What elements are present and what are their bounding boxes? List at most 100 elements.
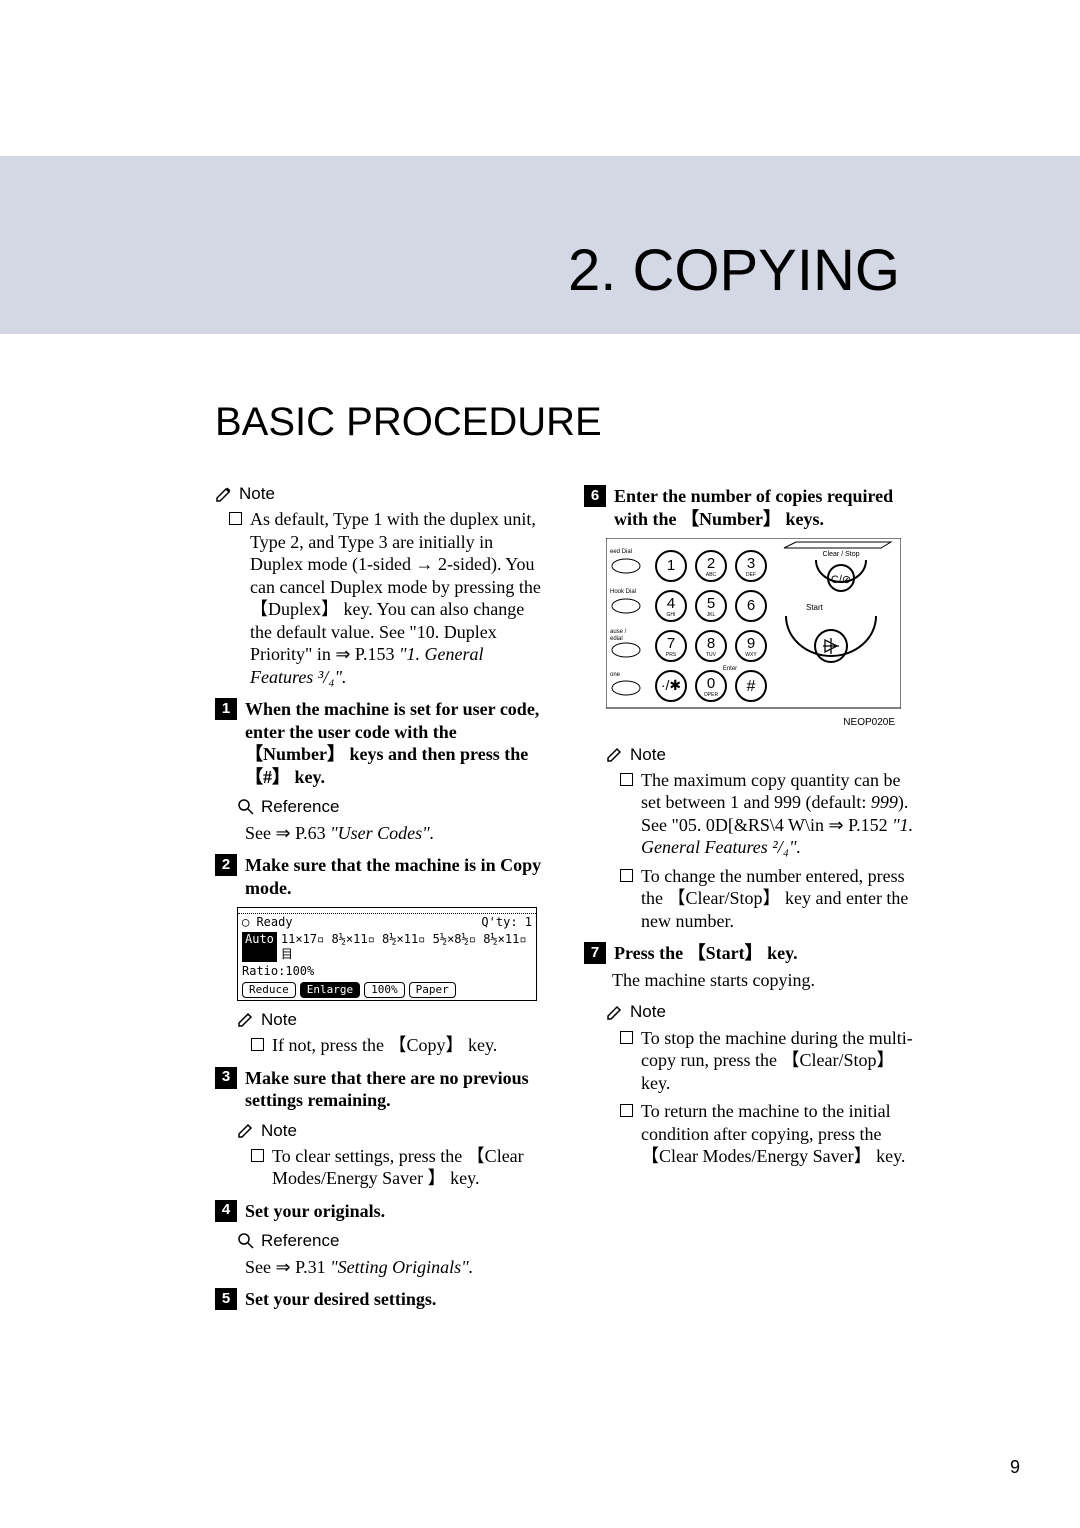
bullet-icon xyxy=(620,1104,633,1117)
bullet-text: To change the number entered, press the … xyxy=(641,865,915,933)
step-number-icon: 4 xyxy=(215,1200,237,1222)
reduce-button: Reduce xyxy=(242,982,296,998)
bullet-icon xyxy=(251,1038,264,1051)
reference-body: See ⇒ P.31 "Setting Originals". xyxy=(245,1256,546,1279)
note-label: Note xyxy=(261,1120,297,1141)
display-ready: ◯ Ready xyxy=(242,915,293,930)
svg-text:Enter: Enter xyxy=(723,666,737,672)
step-1: 1 When the machine is set for user code,… xyxy=(215,698,546,788)
step-7: 7 Press the 【Start】 key. xyxy=(584,942,915,965)
section-heading: BASIC PROCEDURE xyxy=(215,400,915,445)
bullet-text: To return the machine to the initial con… xyxy=(641,1100,915,1168)
note-label: Note xyxy=(261,1009,297,1030)
svg-text:2: 2 xyxy=(707,555,715,572)
display-qty: Q'ty: 1 xyxy=(481,915,532,930)
svg-text:PRS: PRS xyxy=(666,652,677,658)
svg-text:ause /: ause / xyxy=(610,629,627,635)
step-text: Make sure that the machine is in Copy mo… xyxy=(245,854,546,899)
svg-text:Start: Start xyxy=(806,603,824,612)
bullet-icon xyxy=(620,1031,633,1044)
note-bullet: If not, press the 【Copy】 key. xyxy=(251,1034,546,1057)
svg-text:Clear / Stop: Clear / Stop xyxy=(823,551,860,558)
reference-body: See ⇒ P.63 "User Codes". xyxy=(245,822,546,845)
note-bullet: The maximum copy quantity can be set bet… xyxy=(620,769,915,859)
svg-text:one: one xyxy=(610,672,621,678)
bullet-text: The maximum copy quantity can be set bet… xyxy=(641,769,915,859)
step-text: Enter the number of copies required with… xyxy=(614,485,915,530)
bullet-icon xyxy=(229,512,242,525)
note-bullet: To change the number entered, press the … xyxy=(620,865,915,933)
step-4: 4 Set your originals. xyxy=(215,1200,546,1223)
bullet-text: As default, Type 1 with the duplex unit,… xyxy=(250,508,546,688)
svg-text:6: 6 xyxy=(747,597,755,614)
svg-text:Hook Dial: Hook Dial xyxy=(610,589,636,595)
svg-text:GHI: GHI xyxy=(667,612,676,618)
svg-text:TUV: TUV xyxy=(706,652,717,658)
step-number-icon: 3 xyxy=(215,1067,237,1089)
bullet-text: To stop the machine during the multi-cop… xyxy=(641,1027,915,1095)
magnifier-icon xyxy=(237,798,255,816)
right-column: 6 Enter the number of copies required wi… xyxy=(584,475,915,1315)
100pct-button: 100% xyxy=(364,982,405,998)
svg-text:#: # xyxy=(747,678,756,695)
svg-text:DEF: DEF xyxy=(746,572,756,578)
note-heading: Note xyxy=(606,744,915,765)
svg-text:3: 3 xyxy=(747,555,755,572)
step-text: Set your originals. xyxy=(245,1200,546,1223)
pencil-icon xyxy=(606,1003,624,1021)
svg-text:1: 1 xyxy=(667,557,675,574)
note-heading: Note xyxy=(215,483,546,504)
step-text: When the machine is set for user code, e… xyxy=(245,698,546,788)
step-3: 3 Make sure that there are no previous s… xyxy=(215,1067,546,1112)
svg-text:0: 0 xyxy=(707,675,715,692)
step-2: 2 Make sure that the machine is in Copy … xyxy=(215,854,546,899)
svg-text:edial: edial xyxy=(610,636,623,642)
bullet-text: If not, press the 【Copy】 key. xyxy=(272,1034,546,1057)
step-number-icon: 1 xyxy=(215,698,237,720)
step-text: Press the 【Start】 key. xyxy=(614,942,915,965)
note-label: Note xyxy=(239,483,275,504)
svg-text:·/✱: ·/✱ xyxy=(661,677,681,693)
chapter-title: 2. COPYING xyxy=(568,237,900,304)
pencil-icon xyxy=(215,485,233,503)
page-number: 9 xyxy=(1010,1457,1020,1478)
svg-text:OPER: OPER xyxy=(704,692,719,698)
auto-chip: Auto xyxy=(242,932,277,962)
magnifier-icon xyxy=(237,1232,255,1250)
page-content: BASIC PROCEDURE Note As default, Type 1 … xyxy=(215,400,915,1315)
speed-dial-label: eed Dial xyxy=(610,549,632,555)
step-5: 5 Set your desired settings. xyxy=(215,1288,546,1311)
reference-heading: Reference xyxy=(237,796,546,817)
svg-text:4: 4 xyxy=(667,595,675,612)
figure-id: NEOP020E xyxy=(606,717,901,730)
bullet-text: To clear settings, press the 【Clear Mode… xyxy=(272,1145,546,1190)
note-heading: Note xyxy=(237,1009,546,1030)
display-ratio: Ratio:100% xyxy=(238,963,536,980)
step-6: 6 Enter the number of copies required wi… xyxy=(584,485,915,530)
note-bullet: As default, Type 1 with the duplex unit,… xyxy=(229,508,546,688)
note-heading: Note xyxy=(237,1120,546,1141)
step-text: Make sure that there are no previous set… xyxy=(245,1067,546,1112)
step-number-icon: 5 xyxy=(215,1288,237,1310)
bullet-icon xyxy=(620,869,633,882)
bullet-icon xyxy=(620,773,633,786)
step-number-icon: 7 xyxy=(584,942,606,964)
note-label: Note xyxy=(630,744,666,765)
reference-heading: Reference xyxy=(237,1230,546,1251)
note-bullet: To stop the machine during the multi-cop… xyxy=(620,1027,915,1095)
note-label: Note xyxy=(630,1001,666,1022)
pencil-icon xyxy=(237,1010,255,1028)
step-subtext: The machine starts copying. xyxy=(612,969,915,992)
svg-text:9: 9 xyxy=(747,635,755,652)
bullet-icon xyxy=(251,1149,264,1162)
display-auto-row: Auto 11×17▫ 8½×11▫ 8½×11▫ 5½×8½▫ 8½×11▫ … xyxy=(238,931,536,963)
keypad-figure: eed Dial Hook Dial ause / edial one xyxy=(606,538,901,713)
pencil-icon xyxy=(237,1121,255,1139)
note-bullet: To return the machine to the initial con… xyxy=(620,1100,915,1168)
svg-text:5: 5 xyxy=(707,595,715,612)
note-bullet: To clear settings, press the 【Clear Mode… xyxy=(251,1145,546,1190)
paper-button: Paper xyxy=(409,982,456,998)
svg-text:ABC: ABC xyxy=(706,572,717,578)
step-number-icon: 2 xyxy=(215,854,237,876)
svg-text:C/⊘: C/⊘ xyxy=(831,574,851,586)
